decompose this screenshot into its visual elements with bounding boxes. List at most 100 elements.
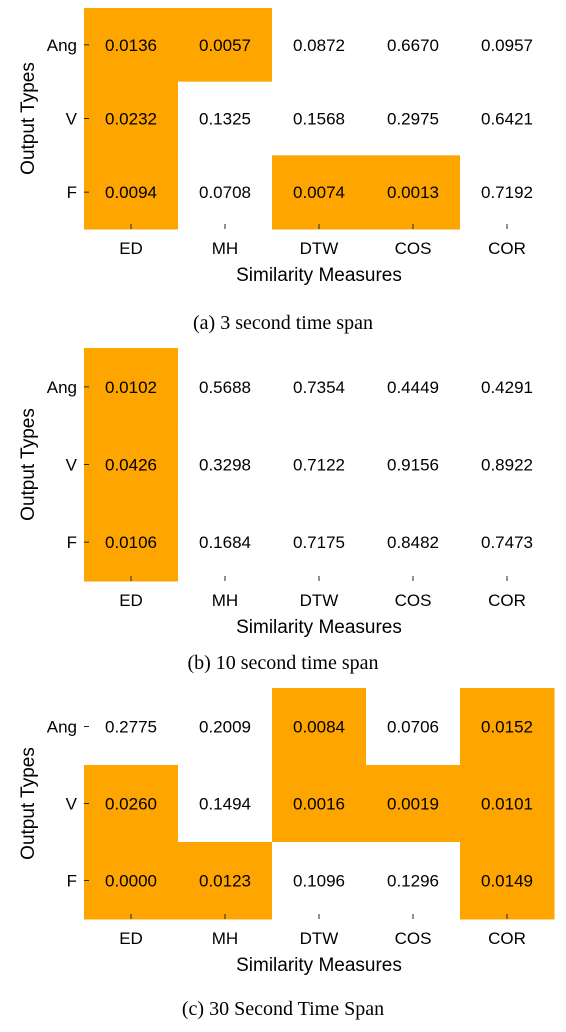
cell-value-label: 0.0706	[387, 718, 439, 737]
heatmap-cell	[272, 688, 367, 766]
cell-value-label: 0.8922	[481, 456, 533, 475]
heatmap-cell	[460, 688, 555, 766]
x-tick-label: COR	[488, 239, 526, 258]
heatmap-cell	[460, 81, 555, 156]
heatmap-cell	[84, 155, 179, 230]
heatmap-cell	[84, 425, 179, 504]
cell-value-label: 0.9156	[387, 456, 439, 475]
cell-value-label: 0.1096	[293, 872, 345, 891]
x-tick-label: COS	[395, 591, 432, 610]
heatmap-cell	[84, 842, 179, 920]
x-axis-label: Similarity Measures	[236, 265, 402, 286]
cell-value-label: 0.7473	[481, 533, 533, 552]
heatmap-cell	[272, 155, 367, 230]
cell-value-label: 0.6421	[481, 110, 533, 129]
heatmap-cell	[460, 425, 555, 504]
heatmap-cell	[366, 81, 461, 156]
cell-value-label: 0.0123	[199, 872, 251, 891]
cell-value-label: 0.0101	[481, 795, 533, 814]
cell-value-label: 0.2775	[105, 718, 157, 737]
figure-caption: (b) 10 second time span	[187, 652, 378, 674]
cell-value-label: 0.0957	[481, 36, 533, 55]
heatmap-cell	[272, 348, 367, 427]
y-tick-label: Ang	[47, 36, 77, 55]
heatmap-cell	[272, 81, 367, 156]
cell-value-label: 0.3298	[199, 456, 251, 475]
cell-value-label: 0.0084	[293, 718, 345, 737]
heatmap-cell	[84, 503, 179, 582]
heatmap-panel-3: 0.2775 0.2009 0.0084 0.0706 0.0152 0.0260 0.14…	[18, 688, 555, 1020]
cell-value-label: 0.0013	[387, 183, 439, 202]
x-tick-label: DTW	[300, 591, 339, 610]
heatmap-cell	[178, 348, 273, 427]
cell-value-label: 0.0872	[293, 36, 345, 55]
cell-value-label: 0.4291	[481, 378, 533, 397]
y-axis-label: Output Types	[18, 747, 39, 860]
heatmap-panel-2: 0.0102 0.5688 0.7354 0.4449 0.4291 0.0426 0.32…	[18, 348, 555, 674]
heatmap-cell	[84, 688, 179, 766]
cell-value-label: 0.0426	[105, 456, 157, 475]
y-tick-label: F	[67, 183, 77, 202]
x-axis-label: Similarity Measures	[236, 617, 402, 638]
y-tick-label: F	[67, 872, 77, 891]
heatmap-cell	[272, 8, 367, 83]
cell-value-label: 0.0057	[199, 36, 251, 55]
heatmap-cell	[366, 765, 461, 843]
y-tick-label: V	[66, 456, 78, 475]
cell-value-label: 0.0152	[481, 718, 533, 737]
y-tick-label: Ang	[47, 718, 77, 737]
cell-value-label: 0.5688	[199, 378, 251, 397]
heatmap-cell	[366, 688, 461, 766]
heatmap-cell	[366, 155, 461, 230]
cell-value-label: 0.0019	[387, 795, 439, 814]
x-tick-label: MH	[212, 591, 238, 610]
cell-value-label: 0.6670	[387, 36, 439, 55]
cell-value-label: 0.0149	[481, 872, 533, 891]
heatmap-cell	[366, 503, 461, 582]
heatmap-cell	[272, 842, 367, 920]
y-tick-label: V	[66, 795, 78, 814]
x-tick-label: DTW	[300, 239, 339, 258]
heatmap-panel-1: 0.0136 0.0057 0.0872 0.6670 0.0957 0.0232 0.13…	[18, 8, 555, 334]
heatmap-cell	[272, 765, 367, 843]
heatmap-cell	[178, 842, 273, 920]
cell-value-label: 0.1325	[199, 110, 251, 129]
cell-value-label: 0.0074	[293, 183, 345, 202]
heatmap-cell	[272, 425, 367, 504]
x-tick-label: MH	[212, 239, 238, 258]
cell-value-label: 0.0136	[105, 36, 157, 55]
heatmap-cell	[460, 842, 555, 920]
cell-value-label: 0.2009	[199, 718, 251, 737]
x-tick-label: COR	[488, 591, 526, 610]
x-tick-label: MH	[212, 929, 238, 948]
cell-value-label: 0.7122	[293, 456, 345, 475]
heatmap-cell	[460, 503, 555, 582]
cell-value-label: 0.0260	[105, 795, 157, 814]
cell-value-label: 0.0106	[105, 533, 157, 552]
heatmap-cell	[178, 503, 273, 582]
heatmap-cell	[178, 81, 273, 156]
cell-value-label: 0.0708	[199, 183, 251, 202]
cell-value-label: 0.8482	[387, 533, 439, 552]
heatmap-cell	[460, 8, 555, 83]
x-tick-label: ED	[119, 929, 143, 948]
cell-value-label: 0.4449	[387, 378, 439, 397]
cell-value-label: 0.0232	[105, 110, 157, 129]
y-tick-label: Ang	[47, 378, 77, 397]
heatmap-cell	[272, 503, 367, 582]
heatmap-cell	[178, 765, 273, 843]
heatmap-cell	[84, 765, 179, 843]
cell-value-label: 0.1568	[293, 110, 345, 129]
heatmap-cell	[178, 425, 273, 504]
y-axis-label: Output Types	[18, 408, 39, 521]
heatmap-cell	[84, 8, 179, 83]
cell-value-label: 0.1684	[199, 533, 251, 552]
heatmap-cell	[84, 348, 179, 427]
cell-value-label: 0.2975	[387, 110, 439, 129]
x-tick-label: COR	[488, 929, 526, 948]
figure-caption: (a) 3 second time span	[193, 312, 373, 334]
heatmap-cell	[366, 8, 461, 83]
heatmap-cell	[460, 155, 555, 230]
x-axis-label: Similarity Measures	[236, 955, 402, 976]
